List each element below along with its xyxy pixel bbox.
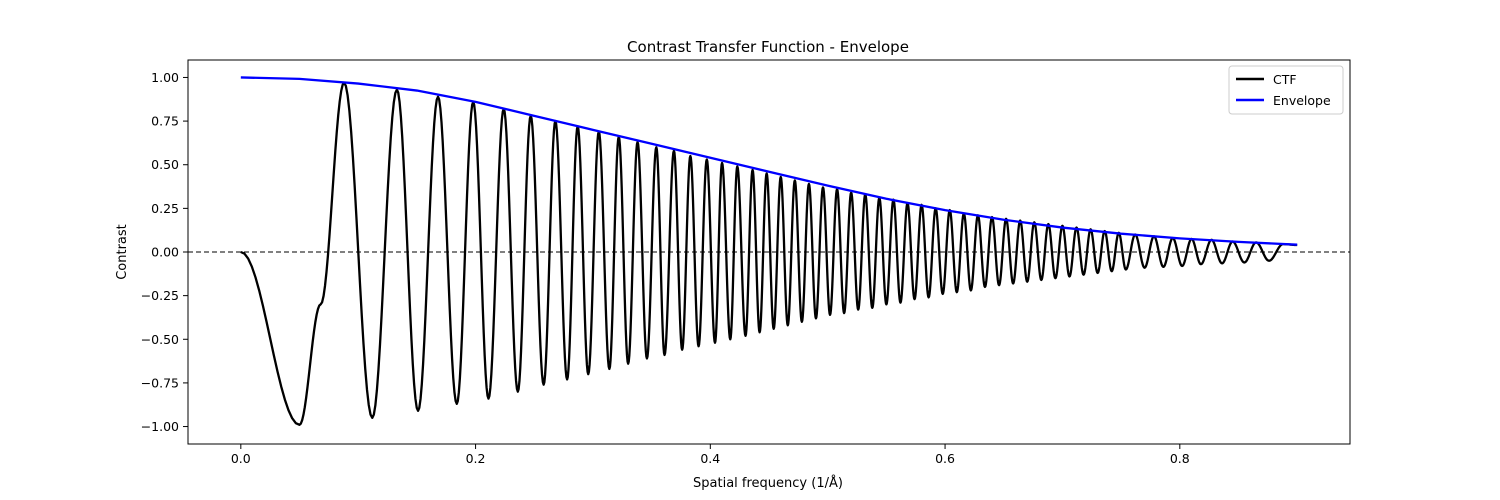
x-tick-label: 0.8 [1170,451,1190,466]
y-tick-label: −0.50 [141,332,179,347]
x-axis-ticks: 0.0 0.2 0.4 0.6 0.8 [231,444,1190,466]
x-tick-label: 0.2 [466,451,486,466]
series-layer [240,76,1298,426]
x-tick-label: 0.4 [700,451,720,466]
x-tick-label: 0.6 [935,451,955,466]
chart-title: Contrast Transfer Function - Envelope [627,38,909,56]
x-tick-label: 0.0 [231,451,251,466]
y-tick-label: −0.25 [141,288,179,303]
y-tick-label: 0.00 [151,245,179,260]
legend-label-envelope: Envelope [1273,93,1331,108]
y-tick-label: −0.75 [141,375,179,390]
y-tick-label: −1.00 [141,419,179,434]
series-envelope-line [240,76,1298,246]
y-axis-ticks: −1.00 −0.75 −0.50 −0.25 0.00 0.25 0.50 0.75 1.00 [141,70,188,434]
y-tick-label: 1.00 [151,70,179,85]
y-axis-label: Contrast [115,224,130,280]
y-tick-label: 0.75 [151,114,179,129]
x-axis-label: Spatial frequency (1/Å) [693,475,843,491]
y-tick-label: 0.50 [151,157,179,172]
y-tick-label: 0.25 [151,201,179,216]
legend-label-ctf: CTF [1273,72,1297,87]
legend: CTF Envelope [1228,65,1344,115]
